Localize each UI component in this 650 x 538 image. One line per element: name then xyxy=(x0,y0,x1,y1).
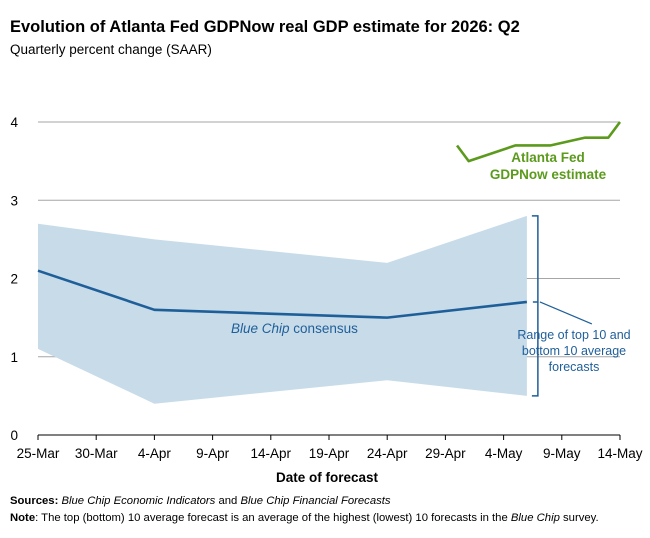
range-label-line2: bottom 10 average xyxy=(522,344,626,358)
series-lines xyxy=(37,121,622,319)
range-band xyxy=(38,215,527,404)
range-band-area xyxy=(38,215,527,404)
range-bracket xyxy=(531,215,539,397)
note-label: Note xyxy=(10,512,36,524)
x-tick-label-25-Mar: 25-Mar xyxy=(17,446,60,461)
gdpnow-label-line2: GDPNow estimate xyxy=(490,167,607,182)
x-tick-label-4-Apr: 4-Apr xyxy=(138,446,172,461)
sources-line: Sources: Blue Chip Economic Indicators a… xyxy=(10,493,599,510)
note-italic: Blue Chip xyxy=(510,512,560,524)
range-leader-line xyxy=(539,301,593,325)
bluechip-label-italic: Blue Chip xyxy=(231,321,290,336)
atlanta-fed-gdpnow-estimate-line xyxy=(455,121,622,163)
chart-svg: 0 1 2 3 4 25-Mar 30-Mar 4-Apr 9-Apr 14-Apr 19-Apr 2… xyxy=(10,115,642,485)
x-tick-label-29-Apr: 29-Apr xyxy=(425,446,466,461)
range-label-line3: forecasts xyxy=(549,360,600,374)
footer-notes: Sources: Blue Chip Economic Indicators a… xyxy=(10,493,599,527)
axes: 0 1 2 3 4 25-Mar 30-Mar 4-Apr 9-Apr 14-Apr 19-Apr 2… xyxy=(10,115,642,461)
x-tick-label-24-Apr: 24-Apr xyxy=(367,446,408,461)
note-part1: : The top (bottom) 10 average forecast i… xyxy=(35,512,511,524)
x-tick-label-14-Apr: 14-Apr xyxy=(251,446,292,461)
x-tick-label-30-Mar: 30-Mar xyxy=(75,446,118,461)
gdpnow-label-line1: Atlanta Fed xyxy=(511,150,585,165)
y-tick-label-0: 0 xyxy=(10,428,18,443)
y-tick-label-1: 1 xyxy=(10,350,18,365)
chart-subtitle: Quarterly percent change (SAAR) xyxy=(10,42,212,57)
blue-chip-consensus-line xyxy=(37,269,528,319)
note-part2: survey. xyxy=(559,512,599,524)
sources-label: Sources: xyxy=(10,495,59,507)
sources-and: and xyxy=(215,495,241,507)
sources-part2: Blue Chip Financial Forecasts xyxy=(240,495,391,507)
y-tick-label-3: 3 xyxy=(10,193,18,208)
x-tick-label-19-Apr: 19-Apr xyxy=(309,446,350,461)
x-tick-label-9-May: 9-May xyxy=(543,446,581,461)
chart-title: Evolution of Atlanta Fed GDPNow real GDP… xyxy=(10,18,520,36)
x-tick-label-14-May: 14-May xyxy=(597,446,642,461)
sources-part1: Blue Chip Economic Indicators xyxy=(61,495,216,507)
y-tick-label-2: 2 xyxy=(10,272,18,287)
x-axis-label: Date of forecast xyxy=(276,470,379,485)
range-label-line1: Range of top 10 and xyxy=(517,328,630,342)
note-line: Note: The top (bottom) 10 average foreca… xyxy=(10,510,599,527)
bluechip-label-rest: consensus xyxy=(290,321,359,336)
bluechip-label: Blue Chip consensus xyxy=(231,321,358,336)
y-tick-label-4: 4 xyxy=(10,115,18,130)
x-tick-label-4-May: 4-May xyxy=(485,446,523,461)
x-tick-label-9-Apr: 9-Apr xyxy=(196,446,230,461)
annotations: Atlanta Fed GDPNow estimate Blue Chip co… xyxy=(231,150,631,397)
